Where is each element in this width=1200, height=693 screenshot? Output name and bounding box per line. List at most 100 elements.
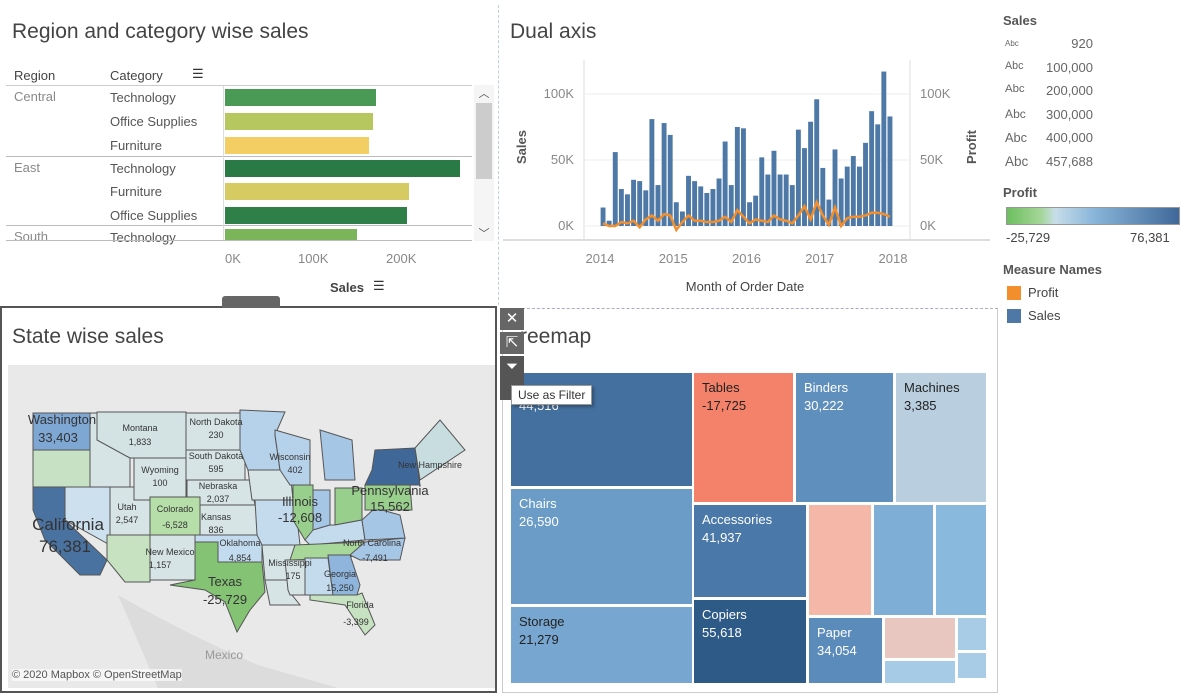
close-icon[interactable]: ✕	[500, 308, 524, 330]
state-value: -12,608	[278, 510, 322, 525]
state-value: 1,833	[129, 437, 152, 447]
dual-axis-title: Dual axis	[510, 20, 597, 43]
size-legend-value: 200,000	[1046, 83, 1093, 98]
state-value: -7,491	[362, 553, 388, 563]
category-label: Technology	[110, 90, 176, 105]
treemap-tile[interactable]	[873, 504, 934, 616]
size-legend-sample: Abc	[1005, 59, 1024, 72]
profit-legend-label[interactable]: Profit	[1028, 285, 1059, 300]
state-label: North Dakota	[189, 417, 242, 427]
state-value: -6,528	[162, 520, 188, 530]
scroll-thumb[interactable]	[476, 103, 492, 179]
sales-bar	[643, 190, 649, 226]
sales-bar	[649, 119, 655, 226]
region-label: Central	[14, 89, 56, 104]
sales-bar[interactable]	[225, 207, 408, 224]
sales-bar	[863, 142, 868, 226]
scroll-up-icon[interactable]: ︿	[478, 88, 490, 100]
state-north-carolina	[349, 537, 406, 561]
sales-bar	[795, 129, 801, 226]
sales-bar	[771, 150, 777, 226]
scrollbar[interactable]: ︿ ﹀	[474, 85, 494, 241]
state-mississippi	[284, 559, 306, 596]
state-wisconsin	[274, 429, 311, 486]
state-label: Florida	[346, 600, 374, 610]
treemap-tile[interactable]: Accessories 41,937	[693, 504, 807, 598]
y2-tick: 50K	[920, 152, 943, 167]
state-value: 2,547	[116, 515, 139, 525]
state-value: 33,403	[38, 430, 78, 445]
treemap-tile[interactable]	[935, 504, 987, 616]
sales-bar[interactable]	[225, 113, 373, 130]
state-label: Washington	[28, 412, 96, 427]
treemap-tile[interactable]	[884, 660, 956, 684]
profit-swatch[interactable]	[1007, 286, 1021, 300]
sales-bar	[667, 134, 673, 226]
state-label: South Dakota	[189, 451, 244, 461]
sales-bar[interactable]	[225, 183, 410, 200]
sales-bar[interactable]	[225, 160, 460, 177]
us-map[interactable]: Washington 33,403 California 76,381 Montana 1…	[8, 365, 495, 688]
state-value: 15,562	[370, 499, 410, 514]
state-value: 402	[287, 465, 302, 475]
treemap-tile[interactable]: Tables -17,725	[693, 372, 794, 503]
mexico-land	[118, 595, 338, 688]
category-label: Furniture	[110, 138, 163, 153]
sales-bar	[814, 99, 820, 226]
scroll-down-icon[interactable]: ﹀	[478, 228, 490, 240]
y-tick: 0K	[558, 218, 574, 233]
sales-bar	[820, 167, 826, 226]
size-legend-value: 400,000	[1046, 130, 1093, 145]
popout-icon[interactable]: ⇱	[500, 332, 524, 354]
treemap-tile[interactable]: Copiers 55,618	[693, 599, 807, 684]
state-value: 15,250	[326, 583, 354, 593]
sales-bar	[728, 185, 734, 226]
treemap-tile[interactable]: Paper 34,054	[808, 617, 883, 684]
dual-axis-chart: 0K 0K 50K 50K 100K 100K 2014 2015 2016 2017 2018 Mo…	[503, 60, 990, 294]
y2-axis-label: Profit	[964, 129, 979, 164]
drag-handle[interactable]	[222, 296, 280, 308]
category-header[interactable]: Category	[110, 68, 163, 83]
sales-bar	[686, 175, 691, 226]
header-divider	[6, 85, 472, 86]
state-label: Utah	[117, 502, 136, 512]
sales-bar[interactable]	[225, 137, 370, 154]
sales-swatch[interactable]	[1007, 309, 1021, 323]
state-value: 76,381	[39, 537, 91, 556]
sales-legend-label[interactable]: Sales	[1028, 308, 1061, 323]
size-legend-sample: Abc	[1005, 106, 1026, 121]
sales-bar	[765, 174, 771, 226]
state-michigan	[319, 429, 356, 481]
sales-bar[interactable]	[225, 89, 377, 106]
sort-icon[interactable]: ☰	[192, 66, 204, 81]
sales-bar	[606, 220, 612, 226]
category-label: Technology	[110, 230, 176, 245]
tile-value: 30,222	[804, 398, 844, 413]
x-tick: 2015	[659, 251, 688, 266]
state-value: 2,037	[207, 494, 230, 504]
category-label: Furniture	[110, 184, 163, 199]
treemap-tile[interactable]	[884, 617, 956, 659]
tile-name: Binders	[804, 380, 849, 395]
tile-value: 55,618	[702, 625, 742, 640]
sales-bar	[753, 195, 759, 226]
sales-bar	[832, 149, 838, 226]
tile-name: Storage	[519, 614, 565, 629]
treemap-tile[interactable]	[957, 617, 987, 651]
state-texas	[169, 541, 266, 634]
map-copyright[interactable]: © 2020 Mapbox © OpenStreetMap	[12, 669, 182, 681]
treemap-tile[interactable]: Chairs 26,590	[510, 488, 693, 605]
treemap-tile[interactable]	[808, 504, 872, 616]
state-value: -25,729	[203, 592, 247, 607]
region-header[interactable]: Region	[14, 68, 56, 83]
treemap-tile[interactable]	[957, 652, 987, 679]
sales-bar[interactable]	[225, 229, 357, 241]
treemap-tile[interactable]: Storage 21,279	[510, 606, 693, 684]
sort-icon[interactable]: ☰	[373, 278, 385, 293]
tile-name: Machines	[904, 380, 960, 395]
treemap-tile[interactable]: Binders 30,222	[795, 372, 894, 503]
sales-bar	[777, 174, 783, 226]
size-legend-sample: Abc	[1005, 83, 1025, 95]
sales-bar	[740, 128, 746, 226]
treemap-tile[interactable]: Machines 3,385	[895, 372, 987, 503]
